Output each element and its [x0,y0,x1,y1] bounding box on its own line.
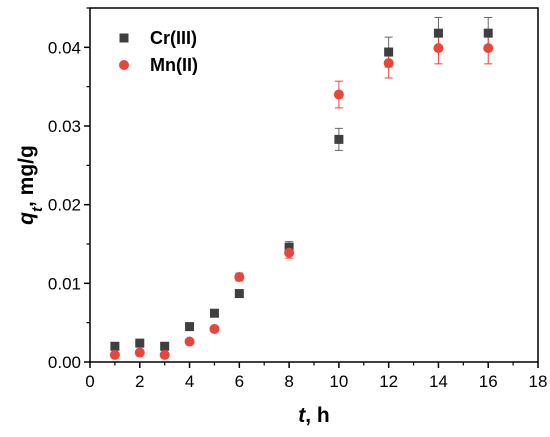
data-point-cr [384,47,394,57]
data-point-mn [284,247,295,258]
legend-marker-mn [119,60,129,70]
x-tick-label: 10 [329,372,348,391]
data-point-mn [109,349,120,360]
legend-marker-cr [119,33,129,43]
plot-frame [89,7,539,363]
x-tick-label: 0 [85,372,94,391]
legend: Cr(III) Mn(II) [119,28,198,75]
data-point-mn [159,349,170,360]
x-tick-label: 12 [379,372,398,391]
y-tick-labels: 0.00 0.01 0.02 0.03 0.04 [48,38,81,372]
data-point-mn [433,43,444,54]
y-axis-subscript: t [29,206,46,212]
data-point-cr [334,134,344,144]
data-point-cr [433,28,443,38]
data-point-cr [284,242,294,252]
y-tick-label: 0.00 [48,353,81,372]
x-tick-labels: 0 2 4 6 8 10 12 14 16 18 [85,372,547,391]
data-point-cr [483,28,493,38]
y-tick-label: 0.02 [48,196,81,215]
data-point-mn [209,323,220,334]
y-axis-unit: , mg/g [15,145,38,207]
y-axis-title: qt, mg/g [15,145,46,225]
data-point-mn [383,58,394,69]
x-tick-label: 14 [429,372,448,391]
x-axis-title: t, h [298,404,330,427]
data-point-cr [234,289,244,299]
y-tick-label: 0.03 [48,117,81,136]
x-tick-label: 8 [284,372,293,391]
data-points [109,28,494,360]
data-point-mn [483,43,494,54]
x-tick-label: 18 [529,372,548,391]
data-point-mn [134,347,145,358]
y-axis-variable: q [15,212,38,225]
x-axis-unit: , h [305,404,330,427]
data-point-cr [209,308,219,318]
data-point-mn [333,89,344,100]
data-point-mn [184,336,195,347]
data-point-cr [160,341,170,351]
data-point-cr [185,322,195,332]
x-tick-label: 2 [135,372,144,391]
legend-label: Cr(III) [150,28,197,48]
data-point-cr [135,338,145,348]
data-point-mn [234,272,245,283]
y-tick-label: 0.04 [48,38,81,57]
x-tick-label: 4 [185,372,194,391]
y-tick-label: 0.01 [48,274,81,293]
legend-label: Mn(II) [150,55,198,75]
x-tick-label: 16 [479,372,498,391]
x-axis-variable: t [298,404,306,427]
data-point-cr [110,341,120,351]
x-tick-label: 6 [235,372,244,391]
error-bars [235,16,493,282]
